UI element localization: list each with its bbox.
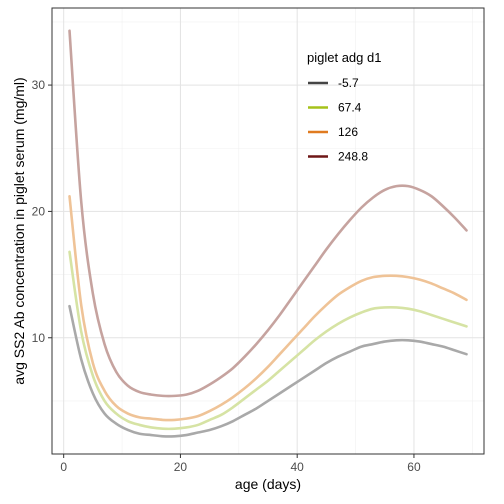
series-layer: [68, 29, 468, 438]
x-tick-label: 40: [291, 460, 305, 474]
y-tick-label: 20: [32, 204, 46, 218]
y-tick-label: 10: [32, 331, 46, 345]
series-line-1: [68, 250, 468, 431]
x-axis-title: age (days): [235, 476, 301, 492]
legend-label-1: 67.4: [338, 101, 362, 115]
legend-label-3: 248.8: [338, 150, 368, 164]
series-line-2: [68, 194, 468, 422]
y-axis-title: avg SS2 Ab concentration in piglet serum…: [11, 77, 27, 384]
legend-label-0: -5.7: [338, 76, 359, 90]
legend: piglet adg d1 -5.7 67.4 126 248.8: [307, 50, 381, 164]
series-line-3: [68, 29, 468, 398]
x-tick-label: 20: [174, 460, 188, 474]
series-line-0: [68, 304, 468, 438]
legend-title: piglet adg d1: [307, 50, 381, 65]
x-tick-label: 60: [407, 460, 421, 474]
axis-ticks: 0 20 40 60 10 20 30: [32, 78, 421, 474]
grid: [52, 8, 484, 454]
x-tick-label: 0: [60, 460, 67, 474]
legend-label-2: 126: [338, 125, 358, 139]
panel-border: [51, 7, 485, 455]
y-tick-label: 30: [32, 78, 46, 92]
legend-items: -5.7 67.4 126 248.8: [308, 76, 368, 164]
